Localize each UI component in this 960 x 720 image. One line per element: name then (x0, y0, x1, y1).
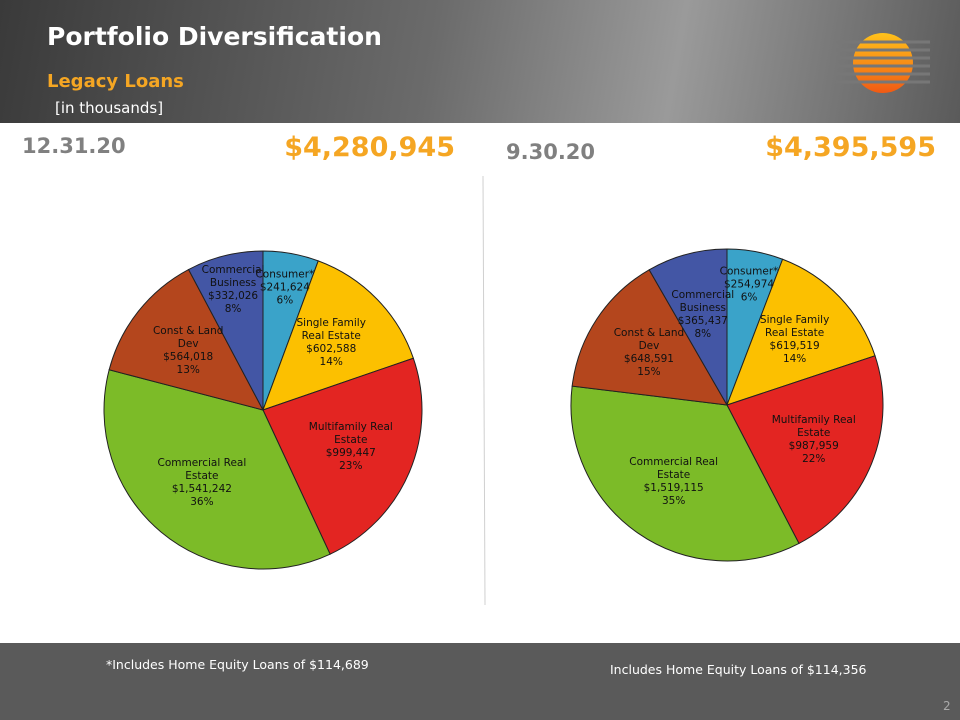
percent-label: 35% (661, 494, 686, 507)
value-label: $365,437 (677, 314, 728, 327)
percent-label: 6% (276, 294, 294, 307)
pie-slice (262, 260, 414, 411)
pie-slice (262, 357, 423, 555)
pie-slice (571, 269, 728, 406)
slice-label: Commercial Business $332,026 8% (187, 264, 279, 316)
value-label: $254,974 (723, 278, 775, 291)
pie-area (103, 175, 884, 606)
category-label: Multifamily Real Estate (771, 414, 856, 440)
pie-slice (187, 250, 264, 411)
percent-label: 14% (319, 356, 343, 369)
category-label: Single Family Real Estate (296, 317, 366, 343)
slice-label: Const & Land Dev $564,018 13% (142, 325, 234, 377)
category-label: Commercial Business (671, 288, 735, 314)
pie-slice (726, 355, 884, 545)
slice-label: Multifamily Real Estate $999,447 23% (305, 421, 397, 473)
slice-label: Consumer* $241,624 6% (239, 268, 331, 307)
subtitle: Legacy Loans (47, 71, 184, 92)
value-label: $999,447 (325, 447, 376, 460)
footer-band (0, 643, 960, 720)
slice-label: Single Family Real Estate $602,588 14% (285, 317, 377, 369)
date: 12.31.20 (22, 134, 126, 158)
slice-label: Consumer* $254,974 6% (703, 266, 795, 305)
value-label: $619,519 (769, 340, 820, 353)
pie-slice (570, 385, 800, 562)
pie-slice (726, 258, 876, 406)
percent-label: 6% (740, 291, 758, 304)
percent-label: 8% (224, 302, 242, 315)
title: Portfolio Diversification (47, 22, 382, 51)
total: $4,280,945 (284, 132, 455, 163)
slice-label: Multifamily Real Estate $987,959 22% (768, 414, 860, 466)
percent-label: 14% (782, 353, 807, 366)
footnote: *Includes Home Equity Loans of $114,689 (106, 657, 369, 672)
value-label: $648,591 (623, 353, 674, 366)
footnote: Includes Home Equity Loans of $114,356 (610, 662, 867, 677)
category-label: Commercial Real Estate (157, 457, 247, 483)
category-label: Commercial Real Estate (629, 455, 719, 481)
category-label: Commercial Business (201, 263, 265, 289)
slice-label: Const & Land Dev $648,591 15% (603, 327, 695, 379)
value-label: $241,624 (259, 281, 310, 294)
percent-label: 15% (637, 366, 661, 379)
value-label: $987,959 (788, 440, 839, 453)
value-label: $1,541,242 (171, 483, 232, 496)
slice-label: Commercial Real Estate $1,519,115 35% (628, 456, 720, 508)
value-label: $564,018 (163, 350, 214, 363)
category-label: Const & Land Dev (152, 324, 224, 350)
percent-label: 22% (802, 453, 826, 466)
value-label: $332,026 (208, 289, 259, 302)
pie-slice (103, 369, 331, 570)
category-label: Multifamily Real Estate (308, 421, 393, 447)
percent-label: 13% (176, 363, 200, 376)
percent-label: 8% (694, 327, 712, 340)
value-label: $602,588 (306, 343, 357, 356)
date: 9.30.20 (506, 140, 596, 164)
header-band (0, 0, 960, 123)
slice-label: Commercial Real Estate $1,541,242 36% (156, 457, 248, 509)
slice-label: Commercial Business $365,437 8% (657, 289, 749, 341)
page-number: 2 (943, 699, 951, 713)
category-label: Consumer* (255, 268, 315, 281)
percent-label: 36% (190, 496, 214, 509)
units-note: [in thousands] (55, 99, 164, 117)
slice-label: Single Family Real Estate $619,519 14% (749, 314, 841, 366)
pie-slice (108, 268, 264, 411)
pie-slice (648, 248, 728, 407)
category-label: Single Family Real Estate (759, 314, 830, 340)
total: $4,395,595 (765, 132, 936, 163)
divider (482, 175, 486, 606)
value-label: $1,519,115 (643, 481, 704, 494)
logo (836, 33, 930, 93)
category-label: Const & Land Dev (613, 327, 685, 353)
category-label: Consumer* (719, 265, 779, 278)
percent-label: 23% (339, 460, 363, 473)
